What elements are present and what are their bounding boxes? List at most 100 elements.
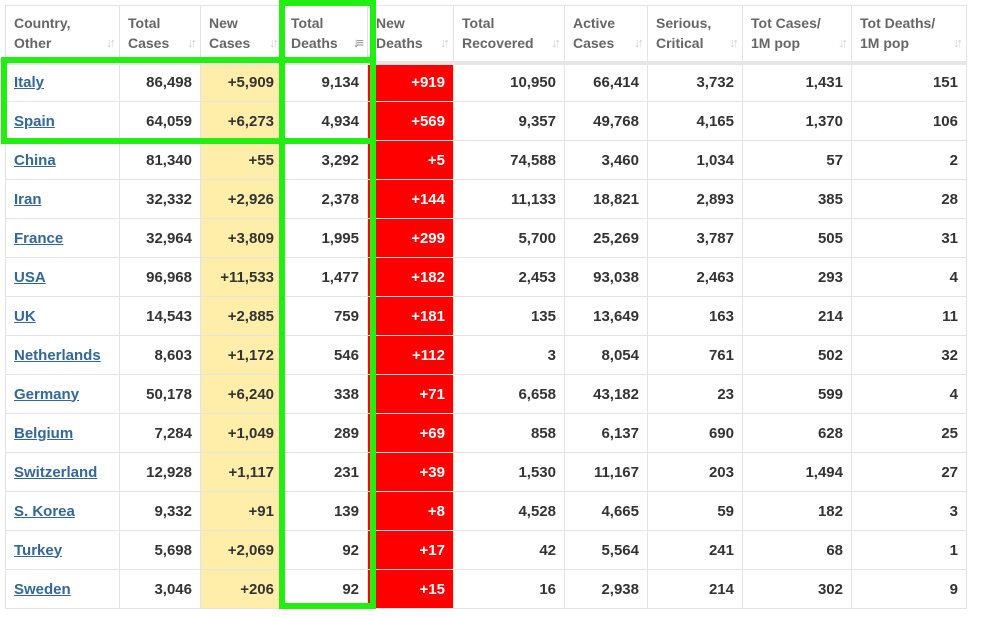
cell-total-recovered: 42 [453,530,565,570]
cell-new-deaths: +15 [367,569,454,609]
cell-total-cases: 32,964 [119,218,201,258]
country-link[interactable]: UK [14,307,36,325]
cell-total-recovered: 74,588 [453,140,565,180]
cell-country: Belgium [5,413,120,453]
col-header-total-recovered[interactable]: Total Recovered ↓↑ [453,5,565,65]
col-header-total-deaths[interactable]: Total Deaths ↓≡ [282,5,368,65]
cell-new-cases: +11,533 [200,257,283,297]
country-link[interactable]: USA [14,268,46,286]
sort-arrows-icon[interactable]: ↓↑ [953,34,963,50]
col-header-line1: Tot Deaths/ [860,15,936,32]
cell-new-cases: +6,273 [200,101,283,141]
sort-arrows-icon[interactable]: ↓↑ [440,34,450,50]
table-row: Iran 32,332 +2,926 2,378 +144 11,133 18,821 2,8… [5,179,967,219]
cell-tot-cases-per-1m: 182 [742,491,852,531]
col-header-serious-critical[interactable]: Serious, Critical ↓↑ [647,5,743,65]
cell-tot-deaths-per-1m: 25 [851,413,967,453]
table-row: Turkey 5,698 +2,069 92 +17 42 5,564 241 68 1 [5,530,967,570]
cell-serious-critical: 203 [647,452,743,492]
sort-arrows-icon[interactable]: ↓↑ [187,34,197,50]
country-link[interactable]: Belgium [14,424,74,442]
cell-total-cases: 86,498 [119,62,201,102]
country-link[interactable]: Sweden [14,580,71,598]
cell-total-cases: 96,968 [119,257,201,297]
table-row: France 32,964 +3,809 1,995 +299 5,700 25,269 3,… [5,218,967,258]
col-header-tot-cases-per-1m[interactable]: Tot Cases/1M pop ↓↑ [742,5,852,65]
cell-active-cases: 18,821 [564,179,648,219]
col-header-tot-deaths-per-1m[interactable]: Tot Deaths/1M pop ↓↑ [851,5,967,65]
cell-total-cases: 14,543 [119,296,201,336]
col-header-line2: Deaths [291,35,338,52]
covid-stats-table: Country, Other ↓↑ Total Cases ↓↑ New Cases ↓↑ Tot… [5,5,967,609]
country-link[interactable]: China [14,151,56,169]
col-header-line1: Country, [14,15,71,32]
sort-arrows-icon[interactable]: ↓↑ [634,34,644,50]
cell-active-cases: 13,649 [564,296,648,336]
sort-arrows-icon[interactable]: ↓↑ [729,34,739,50]
cell-total-deaths: 289 [282,413,368,453]
country-link[interactable]: France [14,229,64,247]
cell-new-deaths: +299 [367,218,454,258]
col-header-line2: Cases [128,35,170,52]
country-link[interactable]: Germany [14,385,80,403]
cell-total-deaths: 546 [282,335,368,375]
cell-serious-critical: 241 [647,530,743,570]
cell-new-deaths: +181 [367,296,454,336]
col-header-country[interactable]: Country, Other ↓↑ [5,5,120,65]
table-row: Sweden 3,046 +206 92 +15 16 2,938 214 302 9 [5,569,967,609]
col-header-line1: Total [462,15,495,32]
cell-serious-critical: 214 [647,569,743,609]
cell-new-deaths: +69 [367,413,454,453]
cell-serious-critical: 1,034 [647,140,743,180]
table-row: Germany 50,178 +6,240 338 +71 6,658 43,182 23 59… [5,374,967,414]
cell-total-deaths: 9,134 [282,62,368,102]
cell-new-cases: +2,069 [200,530,283,570]
cell-country: UK [5,296,120,336]
cell-serious-critical: 690 [647,413,743,453]
cell-new-deaths: +112 [367,335,454,375]
sort-arrows-icon[interactable]: ↓↑ [269,34,279,50]
col-header-total-cases[interactable]: Total Cases ↓↑ [119,5,201,65]
cell-tot-deaths-per-1m: 11 [851,296,967,336]
cell-active-cases: 6,137 [564,413,648,453]
country-link[interactable]: Turkey [14,541,63,559]
country-link[interactable]: Netherlands [14,346,101,364]
cell-total-deaths: 139 [282,491,368,531]
sort-arrows-icon[interactable]: ↓≡ [352,34,364,50]
country-link[interactable]: Italy [14,74,45,92]
cell-total-cases: 3,046 [119,569,201,609]
cell-serious-critical: 761 [647,335,743,375]
cell-active-cases: 11,167 [564,452,648,492]
sort-arrows-icon[interactable]: ↓↑ [106,34,116,50]
country-link[interactable]: Switzerland [14,463,98,481]
sort-arrows-icon[interactable]: ↓↑ [838,34,848,50]
col-header-new-deaths[interactable]: New Deaths ↓↑ [367,5,454,65]
cell-new-cases: +2,926 [200,179,283,219]
country-link[interactable]: Iran [14,190,42,208]
country-link[interactable]: Spain [14,112,55,130]
country-link[interactable]: S. Korea [14,502,75,520]
cell-tot-deaths-per-1m: 27 [851,452,967,492]
col-header-new-cases[interactable]: New Cases ↓↑ [200,5,283,65]
table-row: Spain 64,059 +6,273 4,934 +569 9,357 49,768 4,1… [5,101,967,141]
cell-total-deaths: 338 [282,374,368,414]
cell-total-cases: 50,178 [119,374,201,414]
cell-total-deaths: 92 [282,530,368,570]
col-header-line1: Serious, [656,15,712,32]
cell-country: China [5,140,120,180]
cell-total-deaths: 1,477 [282,257,368,297]
col-header-active-cases[interactable]: Active Cases ↓↑ [564,5,648,65]
cell-total-recovered: 2,453 [453,257,565,297]
cell-tot-cases-per-1m: 1,494 [742,452,852,492]
cell-serious-critical: 2,463 [647,257,743,297]
table-row: USA 96,968 +11,533 1,477 +182 2,453 93,038 2,46… [5,257,967,297]
cell-tot-cases-per-1m: 1,370 [742,101,852,141]
sort-arrows-icon[interactable]: ↓↑ [551,34,561,50]
cell-tot-cases-per-1m: 68 [742,530,852,570]
cell-total-deaths: 3,292 [282,140,368,180]
cell-tot-deaths-per-1m: 1 [851,530,967,570]
cell-total-deaths: 231 [282,452,368,492]
cell-serious-critical: 2,893 [647,179,743,219]
cell-new-cases: +1,172 [200,335,283,375]
cell-new-cases: +91 [200,491,283,531]
